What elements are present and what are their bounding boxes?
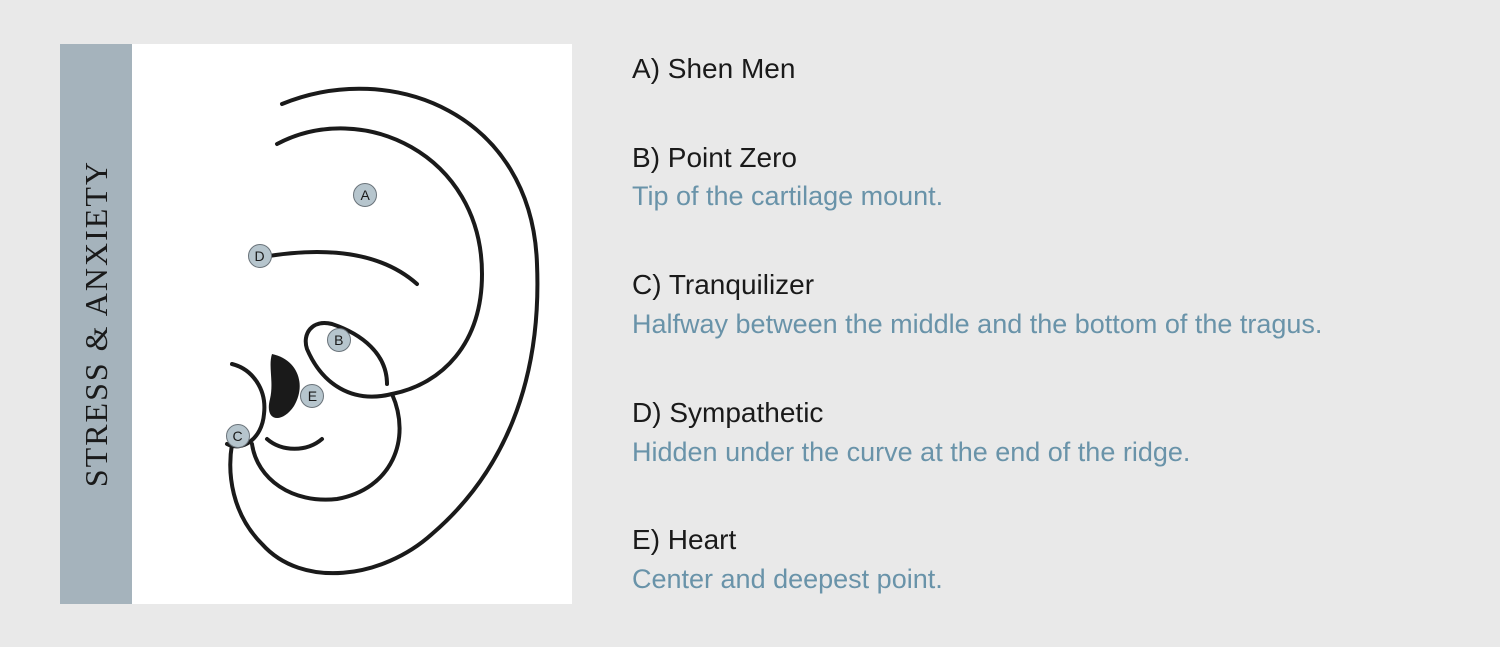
- legend-entry-d: D) SympatheticHidden under the curve at …: [632, 394, 1440, 470]
- marker-d: D: [248, 244, 272, 268]
- legend-entry-name: Tranquilizer: [669, 269, 814, 300]
- legend-entry-name: Shen Men: [668, 53, 796, 84]
- legend-entry-a: A) Shen Men: [632, 50, 1440, 88]
- legend-title: D) Sympathetic: [632, 394, 1440, 432]
- ear-svg: [132, 44, 572, 604]
- legend-entry-name: Sympathetic: [669, 397, 823, 428]
- legend-entry-id: B: [632, 142, 651, 173]
- legend: A) Shen Men B) Point ZeroTip of the carti…: [632, 44, 1440, 604]
- legend-title: A) Shen Men: [632, 50, 1440, 88]
- legend-entry-e: E) HeartCenter and deepest point.: [632, 521, 1440, 597]
- legend-entry-name: Point Zero: [668, 142, 797, 173]
- legend-title: C) Tranquilizer: [632, 266, 1440, 304]
- marker-b: B: [327, 328, 351, 352]
- legend-desc: Halfway between the middle and the botto…: [632, 306, 1440, 342]
- legend-entry-c: C) TranquilizerHalfway between the middl…: [632, 266, 1440, 342]
- legend-entry-id: A: [632, 53, 651, 84]
- marker-e: E: [300, 384, 324, 408]
- legend-entry-id: D: [632, 397, 652, 428]
- legend-desc: Tip of the cartilage mount.: [632, 178, 1440, 214]
- legend-title: B) Point Zero: [632, 139, 1440, 177]
- legend-entry-id: E: [632, 524, 651, 555]
- ear-diagram: A B C D E: [132, 44, 572, 604]
- legend-desc: Center and deepest point.: [632, 561, 1440, 597]
- marker-c: C: [226, 424, 250, 448]
- legend-entry-name: Heart: [668, 524, 736, 555]
- infographic-container: STRESS & ANXIETY: [0, 0, 1500, 647]
- left-panel: STRESS & ANXIETY: [60, 44, 572, 604]
- legend-title: E) Heart: [632, 521, 1440, 559]
- marker-a: A: [353, 183, 377, 207]
- side-label: STRESS & ANXIETY: [60, 44, 132, 604]
- legend-entry-id: C: [632, 269, 652, 300]
- side-label-text: STRESS & ANXIETY: [78, 160, 115, 487]
- legend-desc: Hidden under the curve at the end of the…: [632, 434, 1440, 470]
- legend-entry-b: B) Point ZeroTip of the cartilage mount.: [632, 139, 1440, 215]
